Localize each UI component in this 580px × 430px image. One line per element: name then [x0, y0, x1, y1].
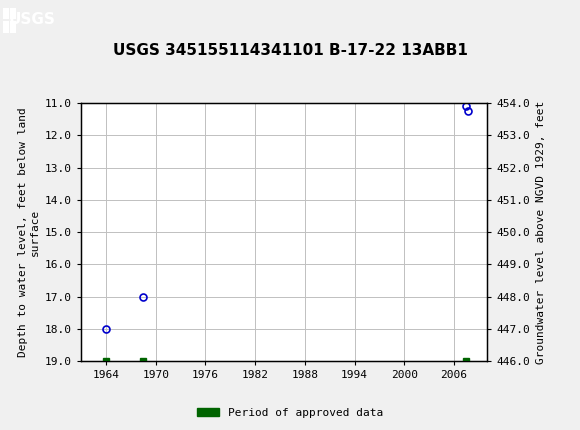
- Legend: Period of approved data: Period of approved data: [193, 403, 387, 422]
- Bar: [3, 21, 9, 33]
- Bar: [10, 21, 16, 33]
- Text: USGS 345155114341101 B-17-22 13ABB1: USGS 345155114341101 B-17-22 13ABB1: [113, 43, 467, 58]
- Y-axis label: Groundwater level above NGVD 1929, feet: Groundwater level above NGVD 1929, feet: [535, 101, 546, 364]
- Bar: [10, 8, 16, 19]
- Y-axis label: Depth to water level, feet below land
surface: Depth to water level, feet below land su…: [18, 108, 39, 357]
- Bar: [3, 8, 9, 19]
- Text: USGS: USGS: [9, 12, 56, 27]
